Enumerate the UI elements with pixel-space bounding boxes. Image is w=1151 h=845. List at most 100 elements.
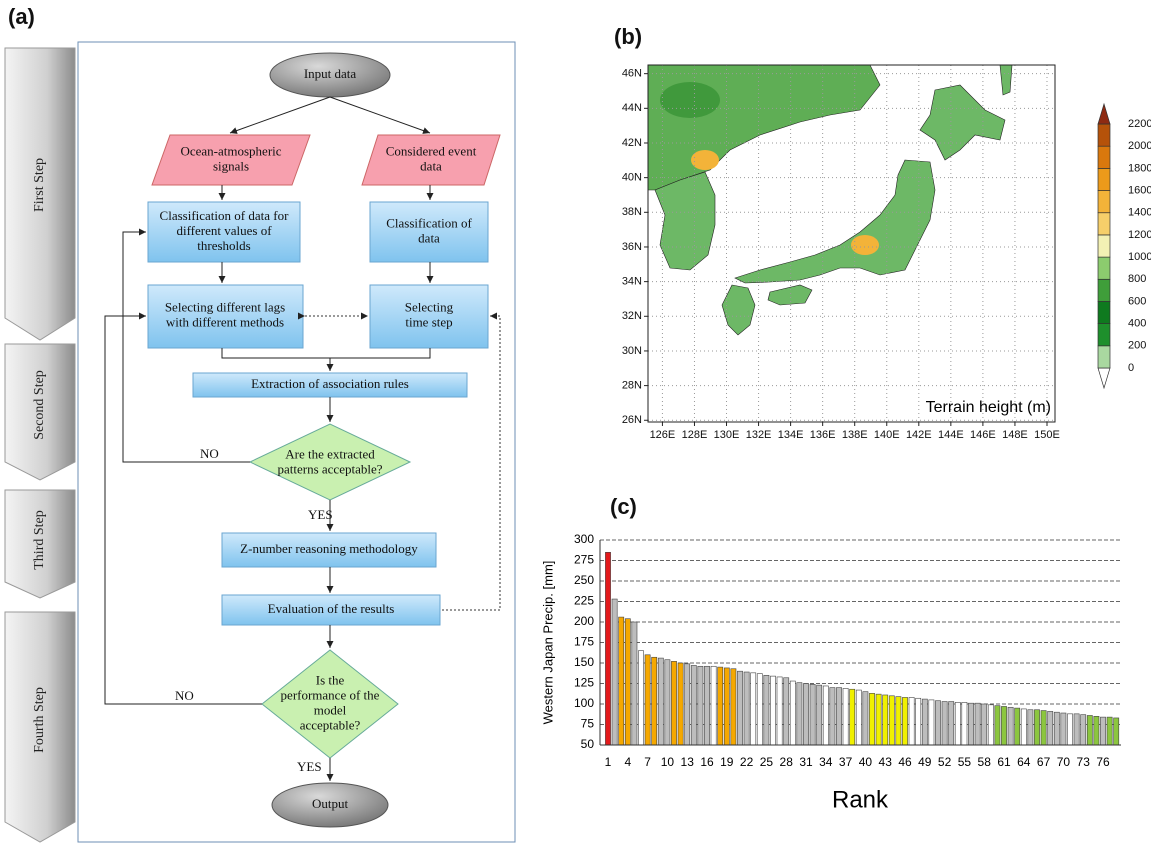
colorbar-label: 0 [1128, 362, 1134, 374]
map [648, 65, 1055, 422]
y-tick-label: 38N [622, 206, 642, 218]
x-tick-label: 40 [859, 755, 873, 769]
x-tick-label: 19 [720, 755, 734, 769]
y-tick-label: 28N [622, 380, 642, 392]
bar [652, 657, 657, 745]
y-tick-label: 300 [574, 532, 594, 546]
bar [645, 655, 650, 745]
node-label: time step [405, 314, 452, 329]
edge-label: YES [308, 507, 333, 522]
x-tick-label: 148E [1002, 429, 1028, 441]
y-tick-label: 75 [581, 717, 595, 731]
bar [764, 675, 769, 745]
colorbar-label: 200 [1128, 340, 1146, 352]
bar [830, 688, 835, 745]
bar [797, 683, 802, 745]
bar [1021, 709, 1026, 745]
bar [724, 668, 729, 745]
x-tick-label: 67 [1037, 755, 1051, 769]
bar [671, 661, 676, 745]
bar [658, 658, 663, 745]
panel-label: (c) [610, 494, 637, 519]
bar [962, 702, 967, 745]
colorbar-label: 800 [1128, 273, 1146, 285]
bar [625, 619, 630, 745]
y-tick-label: 30N [622, 345, 642, 357]
node-label: Classification of [386, 215, 472, 230]
bar [619, 617, 624, 745]
bar [1114, 718, 1119, 745]
x-tick-label: 70 [1057, 755, 1071, 769]
page: {"flowchart": {"label": "(a)", "steps": … [0, 0, 1151, 845]
colorbar-cell [1098, 191, 1110, 213]
node-label: Ocean-atmospheric [180, 143, 281, 158]
edge-label: YES [297, 759, 322, 774]
bar [975, 703, 980, 745]
node-label: Considered event [386, 143, 477, 158]
x-tick-label: 144E [938, 429, 964, 441]
x-tick-label: 64 [1017, 755, 1031, 769]
node-label: Evaluation of the results [268, 601, 395, 616]
bar [850, 689, 855, 745]
panel-label: (a) [8, 4, 35, 29]
node-label: signals [213, 158, 249, 173]
colorbar-label: 1600 [1128, 184, 1151, 196]
bar [982, 704, 987, 745]
x-tick-label: 46 [898, 755, 912, 769]
x-tick-label: 132E [746, 429, 772, 441]
bar [665, 660, 670, 745]
bar [995, 706, 1000, 745]
step-label: Fourth Step [32, 687, 47, 753]
bar [1034, 710, 1039, 745]
x-tick-label: 138E [842, 429, 868, 441]
step-label: First Step [32, 158, 47, 212]
colorbar-label: 1400 [1128, 207, 1151, 219]
annotation: Terrain height (m) [926, 399, 1051, 416]
bar [704, 666, 709, 745]
x-tick-label: 140E [874, 429, 900, 441]
y-tick-label: 34N [622, 276, 642, 288]
bar [605, 552, 610, 745]
bar [869, 693, 874, 745]
bar [823, 686, 828, 745]
step-bars: First Step Second Step Third Step Fourth… [5, 48, 75, 842]
node-label: Selecting [405, 299, 454, 314]
bar [810, 684, 815, 745]
panel-label: (b) [614, 24, 642, 49]
colorbar-label: 2000 [1128, 140, 1151, 152]
x-tick-label: 22 [740, 755, 754, 769]
bar [863, 692, 868, 745]
bar [638, 651, 643, 745]
bar [896, 697, 901, 745]
bar [632, 622, 637, 745]
node-label: data [420, 158, 442, 173]
bar [836, 688, 841, 745]
x-tick-label: 49 [918, 755, 932, 769]
x-tick-label: 13 [681, 755, 695, 769]
colorbar-cell [1098, 279, 1110, 301]
bar [856, 690, 861, 745]
node-label: Input data [304, 66, 357, 81]
x-tick-label: 58 [978, 755, 992, 769]
bar [935, 701, 940, 745]
colorbar-cell [1098, 257, 1110, 279]
bar [711, 666, 716, 745]
x-tick-label: 55 [958, 755, 972, 769]
colorbar-cell [1098, 146, 1110, 168]
edge-label: NO [200, 446, 219, 461]
node-label: Are the extracted [285, 446, 375, 461]
y-tick-label: 46N [622, 68, 642, 80]
x-tick-label: 25 [760, 755, 774, 769]
node-label: acceptable? [300, 717, 361, 732]
bar [1081, 715, 1086, 745]
bar [922, 699, 927, 745]
bar [876, 694, 881, 745]
x-tick-label: 16 [700, 755, 714, 769]
colorbar-label: 1800 [1128, 162, 1151, 174]
y-tick-label: 40N [622, 172, 642, 184]
figure: (a) First Step Second Step Third Step Fo… [0, 0, 1151, 845]
node-label: performance of the [281, 687, 380, 702]
colorbar-cell [1098, 124, 1110, 146]
bar [685, 664, 690, 745]
step-label: Third Step [32, 510, 47, 570]
